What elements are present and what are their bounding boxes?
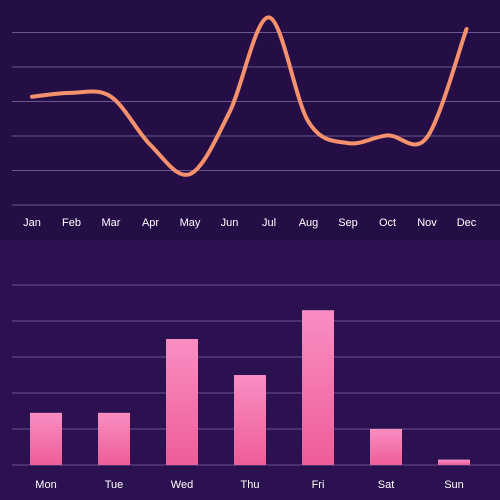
bar-chart-panel: Mon Tue Wed Thu Fri Sat Sun [0, 240, 500, 500]
bar-wed [166, 339, 198, 465]
line-x-tick-label: Jun [221, 217, 239, 229]
bar-x-tick-label: Mon [35, 479, 56, 491]
bar-x-tick-label: Sun [444, 479, 464, 491]
line-x-tick-label: Jan [23, 217, 41, 229]
bar-fri [302, 310, 334, 465]
bar-x-tick-label: Thu [241, 479, 260, 491]
line-chart-x-axis: Jan Feb Mar Apr May Jun Jul Aug Sep Oct Nov Dec [23, 217, 477, 229]
bar-chart: Mon Tue Wed Thu Fri Sat Sun [12, 284, 500, 491]
bar-chart-x-axis: Mon Tue Wed Thu Fri Sat Sun [35, 479, 463, 491]
bar-x-tick-label: Sat [378, 479, 395, 491]
line-chart-gridlines [12, 32, 500, 206]
line-x-tick-label: Jul [262, 217, 276, 229]
bar-chart-bars [30, 310, 470, 465]
line-series [30, 15, 469, 177]
bar-sun [438, 459, 470, 465]
line-x-tick-label: Dec [457, 217, 477, 229]
bar-mon [30, 412, 62, 465]
bar-thu [234, 375, 266, 465]
line-chart-panel: Jan Feb Mar Apr May Jun Jul Aug Sep Oct Nov Dec [0, 0, 500, 240]
bar-sat [370, 429, 402, 465]
bar-x-tick-label: Tue [105, 479, 124, 491]
bar-tue [98, 412, 130, 465]
line-x-tick-label: May [180, 217, 201, 229]
line-x-tick-label: Feb [62, 217, 81, 229]
line-x-tick-label: Nov [417, 217, 437, 229]
line-x-tick-label: Sep [338, 217, 358, 229]
line-x-tick-label: Aug [299, 217, 319, 229]
bar-x-tick-label: Wed [171, 479, 193, 491]
line-chart: Jan Feb Mar Apr May Jun Jul Aug Sep Oct Nov Dec [12, 15, 500, 229]
bar-x-tick-label: Fri [312, 479, 325, 491]
line-x-tick-label: Oct [379, 217, 396, 229]
line-x-tick-label: Apr [142, 217, 159, 229]
line-x-tick-label: Mar [102, 217, 121, 229]
